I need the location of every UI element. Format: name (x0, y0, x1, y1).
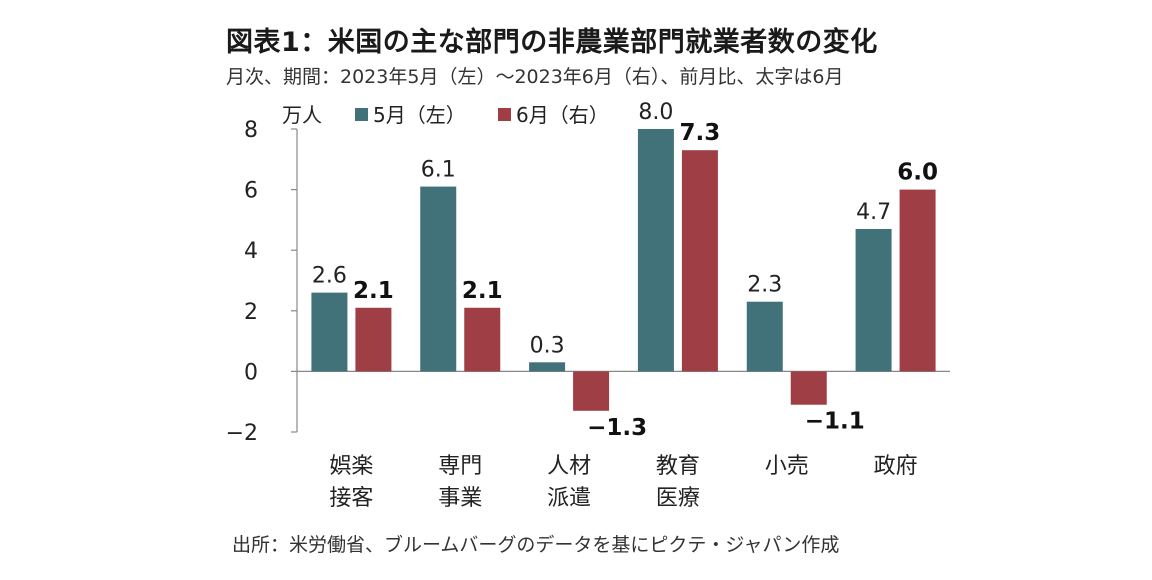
legend-swatch-1 (355, 108, 368, 121)
data-label: −1.1 (805, 409, 865, 435)
category-label: 教育 (656, 454, 700, 479)
y-tick-label: 8 (244, 118, 258, 143)
data-label: 6.0 (897, 160, 938, 186)
category-label: 娯楽 (329, 454, 373, 479)
legend-label-1: 5月（左） (373, 103, 466, 127)
y-tick-label: 0 (244, 360, 258, 385)
bar-may (855, 228, 892, 372)
data-label: 2.3 (747, 273, 782, 298)
category-label: 医療 (656, 486, 700, 511)
bar-june (573, 371, 610, 411)
data-label: 6.1 (421, 158, 456, 183)
data-label: 8.0 (638, 100, 673, 125)
bar-may (420, 186, 457, 372)
bar-may (529, 362, 566, 372)
bar-june (355, 307, 392, 372)
data-label: 0.3 (530, 333, 565, 358)
bar-may (311, 292, 348, 372)
chart-subtitle: 月次、期間：2023年5月（左）～2023年6月（右）、前月比、太字は6月 (226, 66, 844, 88)
legend-label-2: 6月（右） (516, 103, 609, 127)
bar-june (899, 189, 936, 372)
bar-may (746, 301, 783, 372)
y-tick-label: 4 (244, 239, 258, 264)
category-label: 派遣 (547, 486, 591, 511)
y-unit-label: 万人 (282, 103, 322, 127)
category-label: 政府 (874, 454, 918, 479)
y-tick-label: −2 (226, 421, 258, 446)
category-label: 小売 (765, 454, 809, 479)
category-label: 事業 (438, 486, 482, 511)
category-label: 専門 (438, 454, 482, 479)
data-label: 2.1 (462, 278, 503, 304)
bar-june (790, 371, 827, 405)
chart-title: 図表1：米国の主な部門の非農業部門就業者数の変化 (226, 27, 878, 58)
category-label: 人材 (547, 454, 591, 479)
category-label: 接客 (329, 486, 373, 511)
bar-june (681, 150, 718, 372)
data-label: 7.3 (680, 120, 721, 146)
bar-may (637, 129, 674, 372)
y-tick-label: 2 (244, 300, 258, 325)
data-label: −1.3 (587, 415, 647, 441)
data-label: 2.6 (312, 264, 347, 289)
y-tick-label: 6 (244, 179, 258, 204)
bar-june (464, 307, 501, 372)
data-label: 4.7 (856, 200, 891, 225)
legend-swatch-2 (498, 108, 511, 121)
source-note: 出所：米労働省、ブルームバーグのデータを基にピクテ・ジャパン作成 (232, 534, 840, 556)
data-label: 2.1 (353, 278, 394, 304)
